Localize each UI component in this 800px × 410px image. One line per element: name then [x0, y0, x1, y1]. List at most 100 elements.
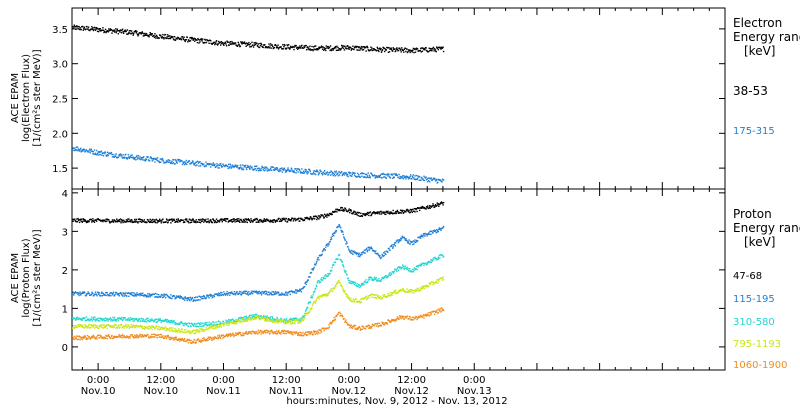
data-point [256, 218, 259, 221]
data-point [187, 220, 190, 223]
data-point [266, 167, 268, 169]
data-point [291, 168, 293, 170]
data-point [298, 332, 300, 334]
data-point [256, 292, 258, 294]
data-point [377, 296, 379, 298]
data-point [297, 322, 299, 324]
data-point [102, 327, 105, 329]
data-point [82, 317, 84, 320]
data-point [130, 292, 132, 294]
data-point [128, 295, 130, 297]
data-point [274, 290, 277, 293]
data-point [375, 277, 377, 279]
data-point [275, 320, 277, 323]
data-point [260, 330, 263, 332]
data-point [169, 219, 171, 221]
data-point [233, 321, 236, 324]
data-point [358, 326, 360, 328]
data-point [130, 156, 133, 159]
data-point [201, 163, 203, 165]
data-point [334, 170, 336, 173]
data-point [415, 208, 418, 210]
data-point [111, 219, 114, 221]
data-point [409, 175, 411, 178]
data-point [128, 31, 130, 34]
data-point [135, 335, 138, 337]
data-point [366, 250, 368, 253]
data-point [313, 266, 315, 268]
data-point [95, 149, 98, 152]
data-point [401, 266, 403, 269]
data-point [332, 290, 334, 292]
data-point [127, 220, 130, 223]
data-point [380, 48, 382, 50]
data-point [238, 292, 240, 294]
data-point [228, 292, 230, 294]
data-point [84, 324, 86, 326]
data-point [86, 26, 88, 28]
data-point [230, 219, 233, 221]
data-point [99, 150, 101, 153]
data-point [102, 220, 104, 223]
data-point [317, 174, 320, 176]
data-point [370, 327, 373, 329]
data-point [169, 320, 171, 322]
data-point [237, 320, 239, 323]
data-point [120, 324, 122, 326]
data-point [184, 299, 186, 301]
data-point [87, 319, 90, 321]
data-point [109, 293, 111, 295]
data-point [129, 32, 131, 34]
data-point [75, 149, 77, 152]
data-point [72, 291, 74, 293]
data-point [438, 280, 440, 282]
data-point [262, 221, 264, 223]
data-point [292, 46, 295, 48]
data-point [390, 293, 392, 296]
data-point [256, 291, 259, 293]
data-point [153, 320, 156, 322]
data-point [211, 221, 213, 224]
data-point [287, 219, 289, 221]
data-point [194, 342, 196, 344]
data-point [298, 290, 300, 292]
data-point [256, 217, 258, 220]
data-point [91, 150, 93, 152]
data-point [275, 167, 278, 169]
data-point [315, 287, 317, 289]
data-point [301, 332, 303, 334]
data-point [278, 217, 280, 220]
data-point [415, 174, 418, 177]
data-point [286, 322, 289, 324]
data-point [260, 167, 263, 169]
data-point [392, 271, 394, 273]
data-point [328, 214, 330, 217]
data-point [169, 321, 171, 324]
data-point [92, 27, 94, 29]
data-point [162, 335, 164, 337]
data-point [95, 27, 98, 29]
data-point [379, 255, 381, 257]
data-point [413, 267, 416, 269]
data-point [346, 242, 348, 244]
data-point [246, 219, 248, 221]
data-point [128, 318, 131, 321]
data-point [388, 212, 390, 214]
data-point [174, 39, 177, 41]
data-point [387, 251, 389, 253]
data-point [431, 230, 433, 232]
data-point [207, 336, 210, 338]
data-point [136, 326, 139, 328]
data-point [168, 296, 170, 298]
data-point [210, 336, 212, 338]
data-point [224, 42, 226, 44]
data-point [202, 297, 204, 300]
data-point [287, 167, 289, 169]
data-point [135, 324, 138, 326]
data-point [428, 179, 430, 182]
data-point [220, 291, 222, 294]
series-1060-1900 [72, 307, 445, 345]
data-point [370, 49, 373, 51]
data-point [175, 221, 177, 223]
data-point [148, 325, 151, 327]
